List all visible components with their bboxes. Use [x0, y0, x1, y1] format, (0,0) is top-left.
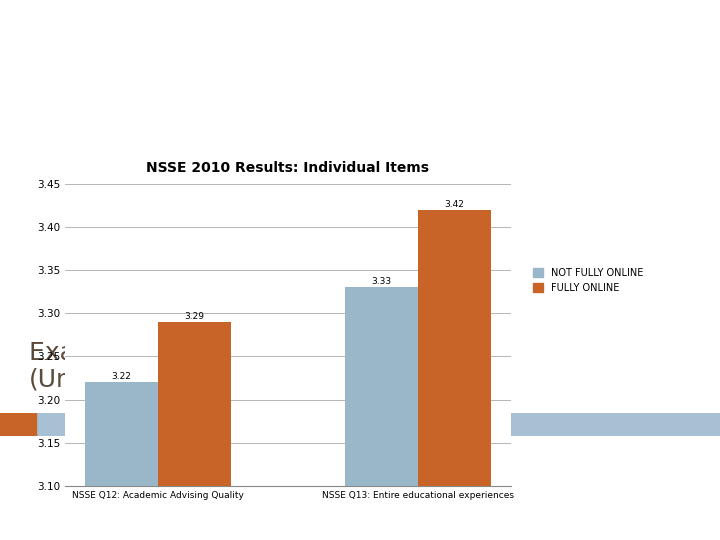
Bar	[85, 382, 158, 540]
Legend: NOT FULLY ONLINE, FULLY ONLINE: NOT FULLY ONLINE, FULLY ONLINE	[529, 264, 647, 296]
Bar	[418, 210, 491, 540]
Text: 3.29: 3.29	[184, 312, 204, 321]
Bar	[345, 287, 418, 540]
Text: 3.33: 3.33	[372, 278, 392, 286]
Text: Examples: Indirect Assessment
(Undergraduate): Examples: Indirect Assessment (Undergrad…	[29, 341, 420, 393]
Bar	[0, 413, 36, 436]
Title: NSSE 2010 Results: Individual Items: NSSE 2010 Results: Individual Items	[146, 161, 430, 176]
Text: 3.22: 3.22	[112, 373, 132, 381]
Bar	[158, 322, 231, 540]
Text: 3.42: 3.42	[444, 200, 464, 208]
